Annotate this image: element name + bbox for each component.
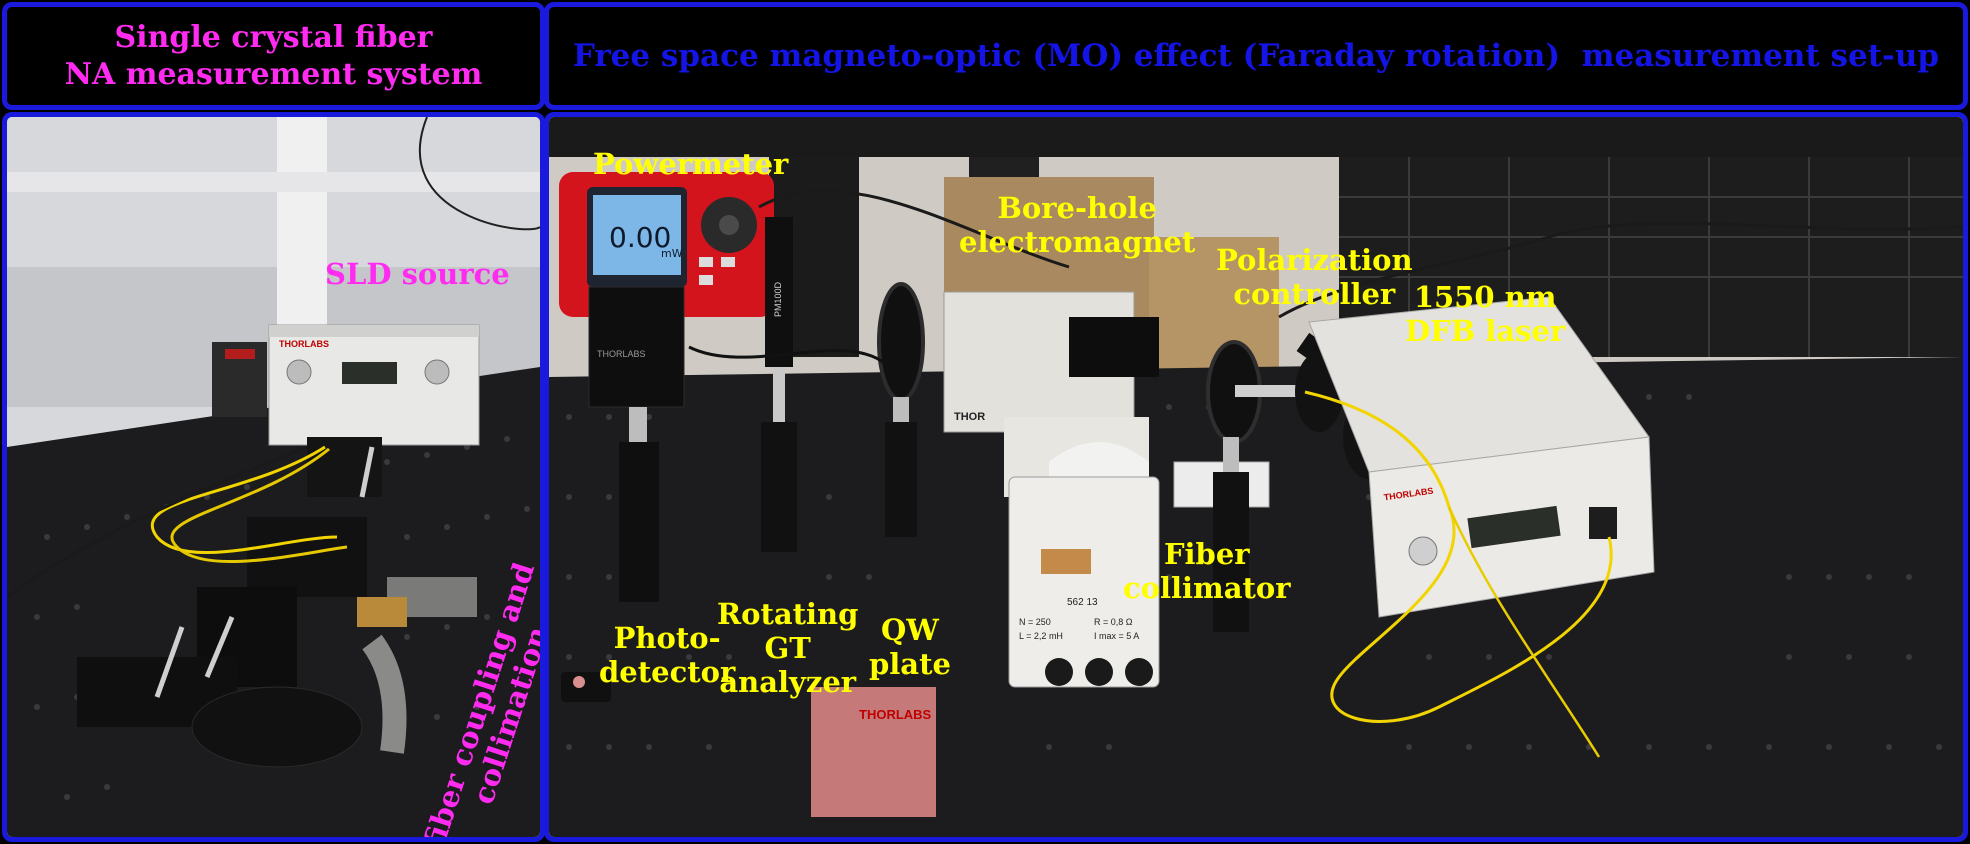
label-analyzer-line-1: Rotating xyxy=(717,597,859,631)
translation-stage xyxy=(247,517,367,597)
left-header-line-2: NA measurement system xyxy=(64,57,483,92)
gt-analyzer-icon xyxy=(761,217,797,552)
label-dfb-laser: 1550 nm DFB laser xyxy=(1405,280,1565,348)
left-header-title: Single crystal fiber NA measurement syst… xyxy=(65,19,483,94)
left-photo-scene: THORLABS xyxy=(7,117,540,837)
powermeter-reading: 0.00 xyxy=(609,221,671,254)
detector-brand-text: THORLABS xyxy=(597,349,646,359)
left-header-panel: Single crystal fiber NA measurement syst… xyxy=(2,2,545,110)
electromagnet-icon xyxy=(943,291,1160,688)
antistatic-bag xyxy=(811,687,936,817)
magnet-spec-1: N = 250 xyxy=(1019,617,1051,627)
label-analyzer-line-2: GT xyxy=(764,631,811,666)
label-powermeter: Powermeter xyxy=(593,147,789,181)
left-photo-panel: THORLABS SLD source fiber coupling and c… xyxy=(2,112,545,842)
right-photo-panel: 0.00 mW THORLABS PM100D THORLABS xyxy=(544,112,1968,842)
sld-source-box xyxy=(268,324,480,446)
left-header-line-1: Single crystal fiber xyxy=(114,19,433,55)
label-qw-line-2: plate xyxy=(869,647,951,682)
photodetector-icon xyxy=(588,286,685,602)
table-holes xyxy=(34,436,530,800)
powermeter-unit: mW xyxy=(661,247,683,260)
label-electromagnet: Bore-hole electromagnet xyxy=(959,191,1195,259)
label-polarization-line-2: controller xyxy=(1233,277,1396,312)
label-photodetector-line-2: detector xyxy=(599,655,736,690)
powermeter-side-text: PM100D xyxy=(773,281,783,317)
label-laser-line-2: DFB laser xyxy=(1405,314,1566,349)
label-photodetector: Photo- detector xyxy=(599,621,735,689)
right-photo-scene: 0.00 mW THORLABS PM100D THORLABS xyxy=(549,117,1963,837)
label-analyzer-line-3: analyzer xyxy=(719,665,857,700)
right-header-panel: Free space magneto-optic (MO) effect (Fa… xyxy=(544,2,1968,110)
label-polarization-controller: Polarization controller xyxy=(1216,243,1413,311)
label-qw-plate: QW plate xyxy=(869,613,951,681)
label-photodetector-line-1: Photo- xyxy=(613,621,721,655)
label-qw-line-1: QW xyxy=(881,613,939,647)
label-polarization-line-1: Polarization xyxy=(1216,243,1413,277)
magnet-spec-3: L = 2,2 mH xyxy=(1019,631,1063,641)
label-electromagnet-line-2: electromagnet xyxy=(959,225,1196,260)
sld-brand-text: THORLABS xyxy=(279,339,329,349)
bag-brand-text: THORLABS xyxy=(859,707,932,722)
label-collimator-line-1: Fiber xyxy=(1163,537,1250,571)
label-gt-analyzer: Rotating GT analyzer xyxy=(717,597,858,700)
right-header-title: Free space magneto-optic (MO) effect (Fa… xyxy=(572,38,1940,74)
magnet-model-text: 562 13 xyxy=(1067,597,1098,608)
label-collimator-line-2: collimator xyxy=(1123,571,1291,606)
label-sld-source: SLD source xyxy=(325,257,510,291)
magnet-brand-text: THOR xyxy=(954,411,985,423)
label-laser-line-1: 1550 nm xyxy=(1413,280,1557,314)
label-electromagnet-line-1: Bore-hole xyxy=(997,191,1157,225)
qw-plate-icon xyxy=(877,282,925,537)
magnet-spec-2: R = 0,8 Ω xyxy=(1094,617,1133,627)
label-fiber-collimator: Fiber collimator xyxy=(1123,537,1291,605)
magnet-spec-4: I max = 5 A xyxy=(1094,631,1139,641)
fiber-collimator-icon xyxy=(1206,340,1305,632)
powermeter-icon xyxy=(559,172,774,317)
